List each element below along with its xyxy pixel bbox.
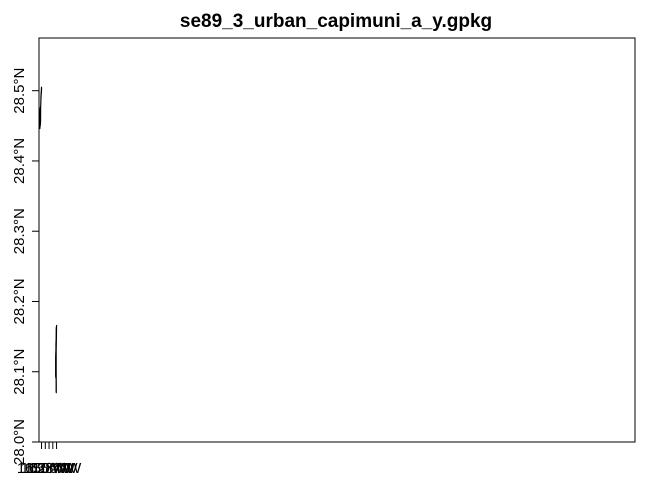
- y-tick-label: 28.3°N: [11, 208, 28, 254]
- x-tick-label: 15.4°W: [32, 460, 82, 477]
- x-tick-label: 15.6°W: [28, 460, 78, 477]
- y-tick-label: 28.0°N: [11, 419, 28, 465]
- y-tick-label: 28.1°N: [11, 349, 28, 395]
- map-title: se89_3_urban_capimuni_a_y.gpkg: [180, 11, 492, 32]
- x-tick-label: 16.2°W: [17, 460, 67, 477]
- y-tick-label: 28.5°N: [11, 68, 28, 114]
- x-axis: 16.2°W16.0°W15.8°W15.6°W15.4°W: [17, 442, 82, 477]
- urban-area-polygon: [55, 324, 58, 394]
- x-tick-label: 16.0°W: [21, 460, 71, 477]
- urban-area-polygon: [39, 86, 43, 130]
- plot-frame: [38, 37, 636, 443]
- polygon-layer: [39, 86, 58, 394]
- y-tick-label: 28.4°N: [11, 138, 28, 184]
- y-tick-label: 28.2°N: [11, 278, 28, 324]
- y-axis: 28.0°N 28.1°N 28.2°N 28.3°N 28.4°N 28.5°N: [11, 68, 39, 465]
- x-tick-label: 15.8°W: [24, 460, 74, 477]
